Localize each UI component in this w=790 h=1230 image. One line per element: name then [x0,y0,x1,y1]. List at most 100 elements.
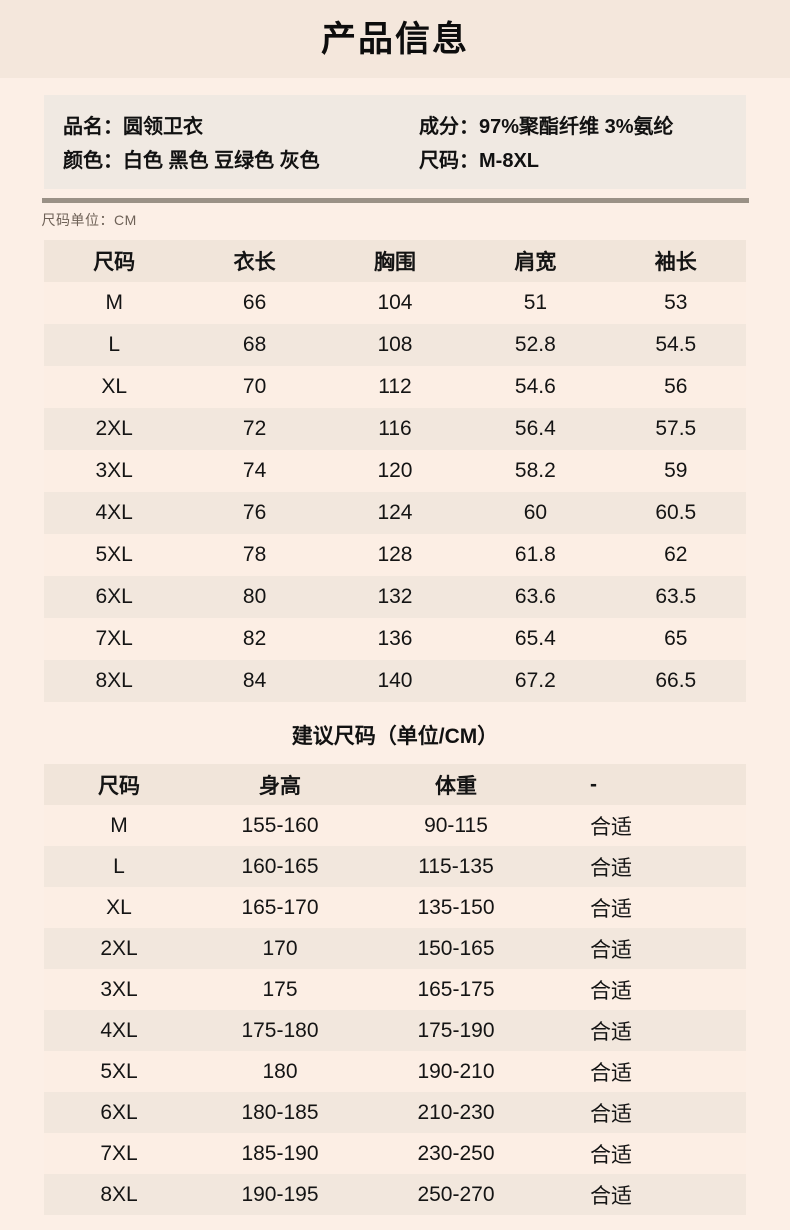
cell-size: 8XL [44,1174,194,1215]
info-row: 品名：圆领卫衣 成分：97%聚酯纤维 3%氨纶 [44,107,746,141]
info-row: 颜色：白色 黑色 豆绿色 灰色 尺码：M-8XL [44,141,746,175]
column-header-shoulder: 肩宽 [465,240,606,282]
cell-size: 4XL [44,1010,194,1051]
product-sizerange-text: 尺码：M-8XL [419,149,539,172]
cell-shoulder: 54.6 [465,366,606,408]
table-row: 5XL 78 128 61.8 62 [44,534,746,576]
table-row: 6XL 80 132 63.6 63.5 [44,576,746,618]
product-material-text: 成分：97%聚酯纤维 3%氨纶 [419,115,674,138]
cell-size: 5XL [44,534,185,576]
cell-size: L [44,846,194,887]
table-row: 4XL 76 124 60 60.5 [44,492,746,534]
table-row: 5XL 180 190-210 合适 [44,1051,746,1092]
cell-shoulder: 56.4 [465,408,606,450]
table-row: 3XL 74 120 58.2 59 [44,450,746,492]
cell-fit: 合适 [546,887,746,928]
cell-sleeve: 54.5 [605,324,746,366]
cell-length: 72 [184,408,325,450]
cell-height: 160-165 [194,846,366,887]
cell-weight: 190-210 [366,1051,546,1092]
cell-size: 6XL [44,576,185,618]
cell-height: 155-160 [194,805,366,846]
cell-fit: 合适 [546,1092,746,1133]
recommended-size-title: 建议尺码（单位/CM） [291,725,499,748]
cell-sleeve: 57.5 [605,408,746,450]
cell-height: 175-180 [194,1010,366,1051]
cell-bust: 140 [324,660,466,702]
recommended-sizing-table: 尺码 身高 体重 - M 155-160 90-115 合适 L 160-165… [44,764,746,1215]
size-measurements-table: 尺码 衣长 胸围 肩宽 袖长 M 66 104 51 53 L 68 108 5… [44,240,746,702]
table-row: L 160-165 115-135 合适 [44,846,746,887]
cell-size: 7XL [44,1133,194,1174]
cell-weight: 135-150 [366,887,546,928]
table-row: M 66 104 51 53 [44,282,746,324]
cell-shoulder: 67.2 [465,660,606,702]
table-row: M 155-160 90-115 合适 [44,805,746,846]
cell-bust: 128 [324,534,466,576]
column-header-sleeve: 袖长 [605,240,746,282]
cell-sleeve: 63.5 [605,576,746,618]
cell-bust: 104 [324,282,466,324]
cell-shoulder: 60 [465,492,606,534]
table-row: 7XL 82 136 65.4 65 [44,618,746,660]
cell-length: 66 [184,282,325,324]
cell-length: 82 [184,618,325,660]
column-header-size: 尺码 [44,240,185,282]
cell-size: 4XL [44,492,185,534]
table-row: 8XL 190-195 250-270 合适 [44,1174,746,1215]
cell-size: M [44,805,194,846]
cell-bust: 116 [324,408,466,450]
table-header-row: 尺码 衣长 胸围 肩宽 袖长 [44,240,746,282]
cell-shoulder: 65.4 [465,618,606,660]
cell-size: 3XL [44,450,185,492]
column-header-height: 身高 [194,764,366,805]
cell-weight: 90-115 [366,805,546,846]
product-name-text: 品名：圆领卫衣 [63,115,203,138]
column-header-fit: - [546,764,746,805]
cell-height: 175 [194,969,366,1010]
cell-sleeve: 62 [605,534,746,576]
cell-size: XL [44,366,185,408]
cell-fit: 合适 [546,1010,746,1051]
table-row: 4XL 175-180 175-190 合适 [44,1010,746,1051]
column-header-length: 衣长 [184,240,325,282]
cell-length: 74 [184,450,325,492]
cell-length: 78 [184,534,325,576]
cell-sleeve: 65 [605,618,746,660]
cell-shoulder: 51 [465,282,606,324]
cell-fit: 合适 [546,969,746,1010]
cell-sleeve: 56 [605,366,746,408]
page-header: 产品信息 [0,0,790,78]
table-row: 2XL 72 116 56.4 57.5 [44,408,746,450]
table-row: 3XL 175 165-175 合适 [44,969,746,1010]
cell-bust: 112 [324,366,466,408]
cell-size: 8XL [44,660,185,702]
cell-fit: 合适 [546,928,746,969]
cell-bust: 108 [324,324,466,366]
cell-fit: 合适 [546,1174,746,1215]
cell-height: 180 [194,1051,366,1092]
cell-fit: 合适 [546,805,746,846]
table-row: 7XL 185-190 230-250 合适 [44,1133,746,1174]
cell-size: L [44,324,185,366]
cell-fit: 合适 [546,846,746,887]
table-row: 2XL 170 150-165 合适 [44,928,746,969]
cell-weight: 230-250 [366,1133,546,1174]
cell-shoulder: 61.8 [465,534,606,576]
cell-bust: 136 [324,618,466,660]
cell-weight: 150-165 [366,928,546,969]
cell-height: 165-170 [194,887,366,928]
cell-size: 6XL [44,1092,194,1133]
table-row: 6XL 180-185 210-230 合适 [44,1092,746,1133]
cell-weight: 115-135 [366,846,546,887]
cell-sleeve: 60.5 [605,492,746,534]
cell-sleeve: 53 [605,282,746,324]
cell-size: 3XL [44,969,194,1010]
cell-size: 2XL [44,408,185,450]
table-row: L 68 108 52.8 54.5 [44,324,746,366]
column-header-bust: 胸围 [324,240,466,282]
table-header-row: 尺码 身高 体重 - [44,764,746,805]
cell-size: 7XL [44,618,185,660]
cell-fit: 合适 [546,1051,746,1092]
cell-size: M [44,282,185,324]
